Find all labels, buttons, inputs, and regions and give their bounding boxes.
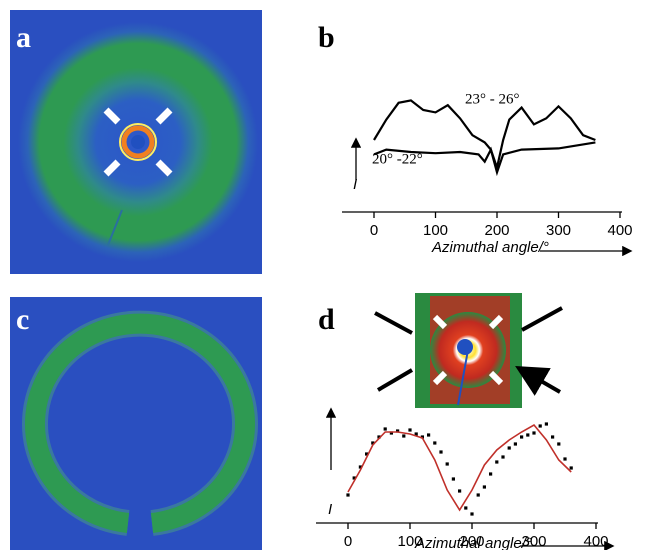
data-point bbox=[389, 431, 393, 435]
data-point bbox=[358, 465, 362, 469]
data-point bbox=[402, 434, 406, 438]
data-point bbox=[427, 433, 431, 437]
panel-d-inset bbox=[374, 293, 563, 408]
data-point bbox=[551, 435, 555, 439]
data-point bbox=[396, 429, 400, 433]
data-point bbox=[476, 493, 480, 497]
data-point bbox=[482, 485, 486, 489]
data-point bbox=[495, 460, 499, 464]
data-point bbox=[513, 442, 517, 446]
x-tick-label: 400 bbox=[583, 533, 608, 550]
x-tick-label: 300 bbox=[546, 222, 571, 239]
data-point bbox=[470, 512, 474, 516]
data-point bbox=[371, 441, 375, 445]
data-point bbox=[501, 455, 505, 459]
panel-label: b bbox=[318, 21, 335, 54]
data-point bbox=[352, 476, 356, 480]
data-point bbox=[569, 466, 573, 470]
x-tick-label: 0 bbox=[344, 533, 352, 550]
x-tick-label: 400 bbox=[607, 222, 632, 239]
data-point bbox=[563, 457, 567, 461]
data-point bbox=[408, 428, 412, 432]
series-label: 20° -22° bbox=[372, 151, 423, 167]
x-tick-label: 100 bbox=[423, 222, 448, 239]
data-point bbox=[507, 446, 511, 450]
series-label: 23° - 26° bbox=[465, 91, 520, 107]
panel-c-image bbox=[10, 297, 262, 550]
data-point bbox=[420, 435, 424, 439]
data-point bbox=[464, 506, 468, 510]
data-point bbox=[439, 450, 443, 454]
data-point bbox=[520, 435, 524, 439]
data-line bbox=[347, 423, 572, 512]
data-line bbox=[373, 141, 596, 177]
data-point bbox=[346, 493, 350, 497]
data-point bbox=[365, 452, 369, 456]
data-point bbox=[526, 433, 530, 437]
y-axis-label: I bbox=[353, 176, 357, 193]
data-point bbox=[377, 435, 381, 439]
x-tick-label: 0 bbox=[370, 222, 378, 239]
data-point bbox=[414, 432, 418, 436]
x-tick-label: 200 bbox=[459, 533, 484, 550]
data-point bbox=[433, 441, 437, 445]
data-point bbox=[445, 462, 449, 466]
y-axis-label: I bbox=[328, 501, 332, 518]
x-axis-label: Azimuthal angle/° bbox=[414, 535, 532, 550]
panel-a-image bbox=[10, 10, 262, 274]
data-point bbox=[451, 477, 455, 481]
x-tick-label: 200 bbox=[484, 222, 509, 239]
panel-label: a bbox=[16, 21, 31, 54]
x-tick-label: 100 bbox=[397, 533, 422, 550]
data-point bbox=[532, 431, 536, 435]
data-point bbox=[557, 442, 561, 446]
panel-label: d bbox=[318, 303, 335, 336]
data-point bbox=[458, 489, 462, 493]
data-point bbox=[544, 422, 548, 426]
panel-label: c bbox=[16, 303, 29, 336]
data-point bbox=[383, 427, 387, 431]
data-point bbox=[538, 424, 542, 428]
x-axis-label: Azimuthal angle/° bbox=[431, 239, 549, 256]
data-point bbox=[489, 472, 493, 476]
